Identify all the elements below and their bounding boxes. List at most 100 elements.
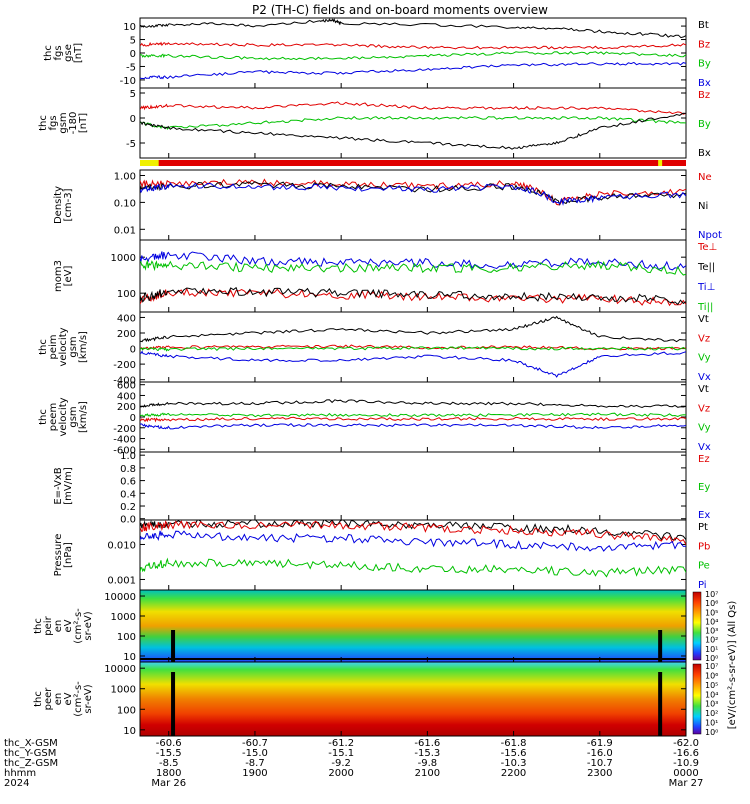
y-axis-label: (cm²-s- xyxy=(73,681,84,717)
x-axis-value: 1800 xyxy=(156,768,181,779)
legend-label: By xyxy=(698,59,711,70)
y-tick-label: 0 xyxy=(130,114,136,125)
x-axis-value: -9.8 xyxy=(418,758,438,769)
y-axis-label: thc xyxy=(38,115,49,131)
x-axis-value: -15.1 xyxy=(328,748,354,759)
y-axis-label: en xyxy=(53,620,64,633)
y-axis-label: velocity xyxy=(58,327,69,366)
series-line-bt xyxy=(140,18,686,39)
y-tick-label: -400 xyxy=(113,376,136,387)
y-axis-label: gsm xyxy=(58,112,69,133)
y-tick-label: 1.00 xyxy=(114,171,136,182)
x-axis-row-label: thc_Y-GSM xyxy=(4,748,56,759)
series-line-npot xyxy=(140,182,686,206)
x-axis-value: -15.3 xyxy=(414,748,440,759)
legend-label: Vx xyxy=(698,442,711,453)
legend-label: Te|| xyxy=(697,262,715,273)
y-tick-label: 0.01 xyxy=(114,225,136,236)
y-axis-label: peer xyxy=(43,687,54,711)
panel-6: thc peem velocity gsm [km/s] 6004002000-200-4… xyxy=(38,381,711,457)
x-axis-row-label: hhmm xyxy=(4,768,36,779)
y-tick-label: 100 xyxy=(117,705,136,716)
panel-frame xyxy=(139,239,687,313)
series-line-vx xyxy=(140,423,686,430)
y-axis-label: mom3 xyxy=(53,260,64,292)
x-axis-value: -16.6 xyxy=(673,748,699,759)
y-axis-label: thc xyxy=(38,409,49,425)
y-axis-label: thc xyxy=(43,45,54,61)
y-tick-label: -5 xyxy=(126,139,136,150)
legend-label: Pe xyxy=(698,561,710,572)
legend-label: Npot xyxy=(698,230,722,241)
y-axis-label: E=-VxB xyxy=(53,467,64,504)
x-axis-value: -9.2 xyxy=(331,758,351,769)
y-tick-label: 0.4 xyxy=(120,489,136,500)
y-tick-label: -600 xyxy=(113,445,136,456)
y-axis-label: sr-eV) xyxy=(83,684,94,713)
y-tick-label: 100 xyxy=(117,632,136,643)
colorbar-tick-label: 10⁰ xyxy=(705,654,718,663)
colorbar-tick-label: 10⁵ xyxy=(705,608,718,617)
series-line-bz xyxy=(140,101,686,115)
quality-flag-bar xyxy=(140,160,686,166)
colorbar-scale xyxy=(692,591,702,661)
y-tick-label: 0.8 xyxy=(120,464,136,475)
y-tick-label: 5 xyxy=(130,36,136,47)
colorbar-tick-label: 10² xyxy=(705,636,718,645)
data-gap-bar xyxy=(658,672,663,736)
y-tick-label: 0 xyxy=(130,345,136,356)
legend-label: Vz xyxy=(698,403,710,414)
panel-frame xyxy=(139,661,687,737)
y-tick-label: 10 xyxy=(123,726,136,737)
x-axis-date: Mar 26 xyxy=(151,778,186,789)
y-axis-label: -180 xyxy=(68,112,79,135)
legend-label: Bz xyxy=(698,39,710,50)
y-axis-label: eV xyxy=(63,692,74,705)
colorbar-tick-label: 10⁶ xyxy=(705,671,718,680)
series-line-bx xyxy=(140,61,686,80)
legend-label: Bx xyxy=(698,148,711,159)
y-tick-label: 0.0 xyxy=(120,515,136,526)
series-line-te xyxy=(140,286,686,306)
x-axis-value: 2200 xyxy=(501,768,526,779)
y-axis-label: [mV/m] xyxy=(63,467,74,505)
series-line-by xyxy=(140,51,686,61)
data-gap-bar xyxy=(658,630,663,662)
panel-5: thc peim velocity gsm [km/s] 400 200 0 -200 -400 V… xyxy=(38,311,711,387)
panel-3: Density [cm-3] 1.00 0.10 0.01 Ne Ni Npot xyxy=(53,169,722,241)
series-line-vx xyxy=(140,350,686,378)
panel-4: mom3 [eV] 1000 100 Te⊥ Te|| Ti⊥ Ti|| xyxy=(53,239,717,313)
series-line-by xyxy=(140,115,686,130)
y-tick-label: 1000 xyxy=(111,253,136,264)
y-axis-label: peir xyxy=(43,615,54,635)
legend-label: Bt xyxy=(698,20,709,31)
y-axis-label: thc xyxy=(33,618,44,634)
x-axis-date: Mar 27 xyxy=(669,778,704,789)
y-tick-label: 1.0 xyxy=(120,451,136,462)
y-axis-label: (cm²-s- xyxy=(73,608,84,644)
panel-frame xyxy=(139,451,687,521)
y-axis-label: [nT] xyxy=(78,113,89,133)
x-axis-value: -15.0 xyxy=(242,748,268,759)
y-tick-label: 0.010 xyxy=(107,540,136,551)
y-tick-label: 10000 xyxy=(104,664,136,675)
y-tick-label: 0.001 xyxy=(107,575,136,586)
x-axis-value: 0000 xyxy=(673,768,698,779)
legend-label: Ni xyxy=(698,201,708,212)
plot-title: P2 (TH-C) fields and on-board moments ov… xyxy=(252,3,548,17)
x-axis-row-label: thc_X-GSM xyxy=(4,738,58,749)
y-tick-label: 0 xyxy=(130,49,136,60)
spectrogram-image xyxy=(140,590,686,662)
y-axis-label: sr-eV) xyxy=(83,611,94,640)
panel-9: thc peir en eV (cm²-s-sr-eV) 10000 1000 100 10 xyxy=(33,589,687,663)
y-tick-label: 400 xyxy=(117,391,136,402)
legend-label: Ti⊥ xyxy=(697,282,715,293)
legend-label: Vz xyxy=(698,333,710,344)
y-tick-label: 10 xyxy=(123,652,136,663)
colorbar-tick-label: 10³ xyxy=(705,700,718,709)
y-axis-label: peem xyxy=(48,403,59,431)
legend-label: Vy xyxy=(698,353,711,364)
quality-flag-segment xyxy=(658,160,663,166)
legend-label: Ti|| xyxy=(697,302,713,313)
